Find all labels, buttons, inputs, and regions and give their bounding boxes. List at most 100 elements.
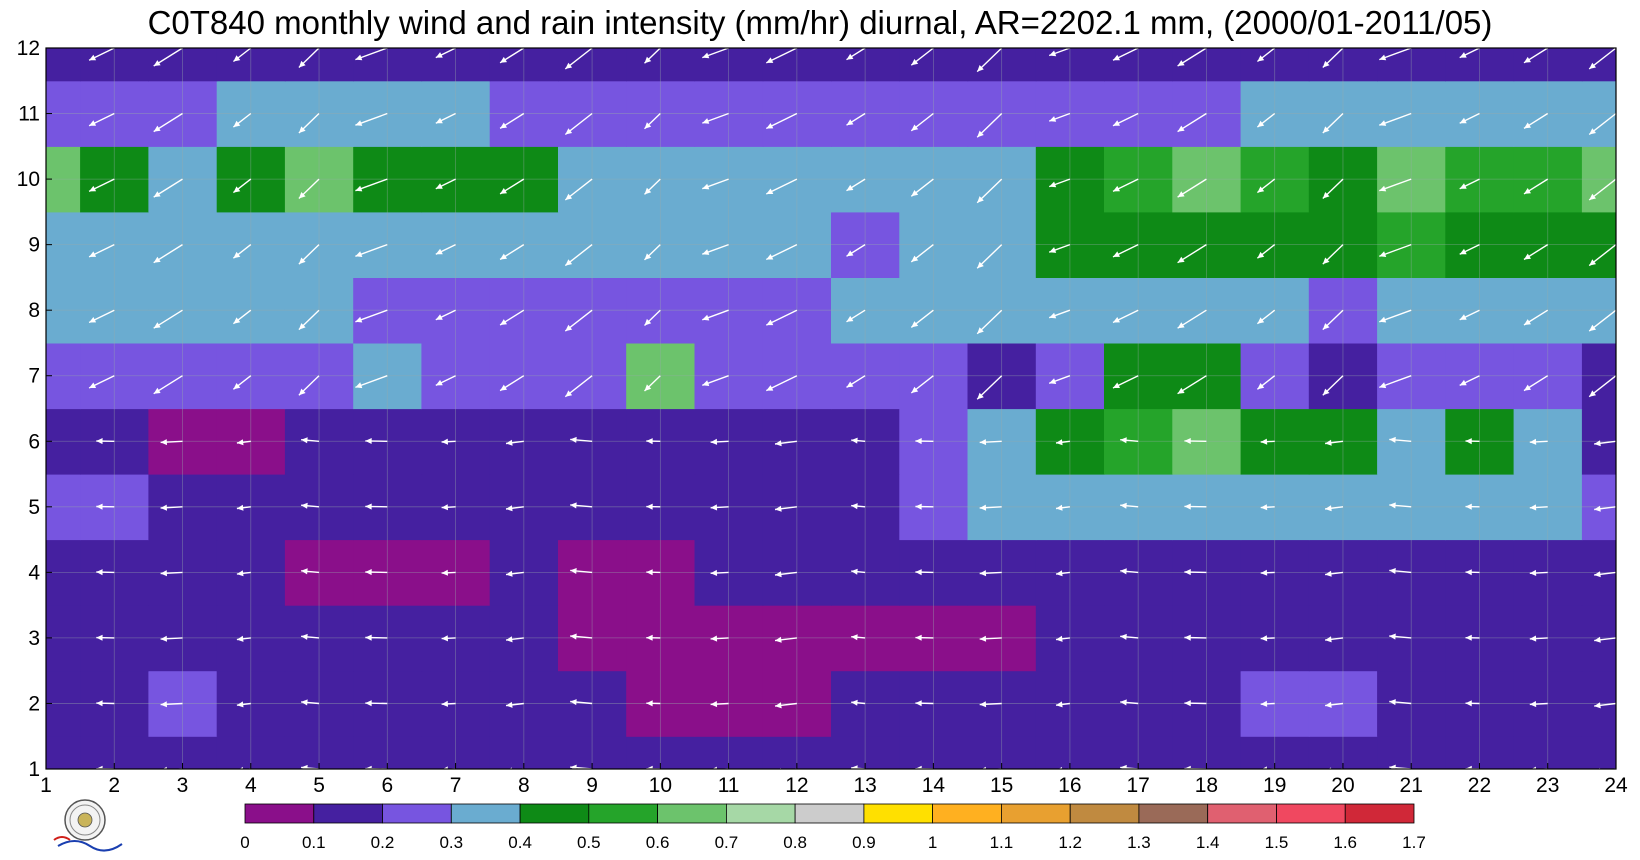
wind-arrow	[1120, 437, 1139, 444]
wind-arrow	[88, 112, 115, 127]
heat-cell	[558, 343, 627, 410]
heat-cell	[1240, 211, 1310, 278]
wind-arrow	[1523, 178, 1549, 195]
heat-cell	[1308, 408, 1378, 475]
heat-cell	[967, 474, 1037, 541]
wind-arrow	[979, 635, 1002, 642]
wind-arrow	[1048, 112, 1071, 122]
wind-arrow	[851, 437, 866, 444]
wind-arrow	[96, 569, 115, 576]
wind-arrow	[702, 375, 729, 386]
heat-cell	[558, 605, 627, 672]
heat-cell	[421, 474, 491, 541]
wind-arrow	[1184, 634, 1207, 641]
heat-cell	[148, 474, 218, 541]
wind-arrow	[32, 503, 47, 510]
heat-cell	[694, 474, 764, 541]
heat-cell	[1035, 474, 1105, 541]
heat-cell	[1104, 48, 1173, 82]
colorbar-label: 0.9	[852, 833, 876, 852]
colorbar-swatch	[1207, 803, 1277, 824]
heat-cell	[1172, 80, 1242, 147]
heat-cell	[1035, 670, 1105, 737]
wind-arrow	[915, 438, 934, 445]
heat-cell	[80, 48, 149, 82]
heat-cell	[353, 474, 423, 541]
heat-cell	[1377, 277, 1446, 344]
colorbar-label: 0.8	[783, 833, 807, 852]
colorbar-swatch	[313, 803, 383, 824]
wind-arrow	[1325, 701, 1344, 708]
wind-arrow	[505, 505, 524, 512]
x-tick-label: 21	[1400, 774, 1423, 797]
wind-arrow	[96, 700, 115, 707]
heat-cell	[1240, 605, 1310, 672]
y-tick-label: 9	[28, 234, 40, 257]
x-axis: 1 2 3 4 5 6 7 8 9 10 11 12 13 14 15 16 17 18 19 20 21 22 23 24	[40, 763, 1628, 797]
wind-arrow	[435, 178, 456, 190]
wind-arrow	[1379, 47, 1412, 61]
colorbar-swatch	[450, 803, 521, 824]
heat-cell	[80, 605, 149, 672]
heat-cell	[626, 343, 696, 410]
wind-arrow	[846, 112, 866, 126]
wind-arrow	[1055, 635, 1070, 642]
wind-arrow	[1379, 178, 1412, 192]
heat-cell	[1308, 539, 1378, 606]
wind-arrow	[710, 438, 729, 445]
heat-cell	[967, 670, 1037, 737]
wind-arrow	[910, 244, 934, 263]
wind-arrow	[153, 112, 183, 133]
chart-title: C0T840 monthly wind and rain intensity (…	[147, 4, 1493, 41]
heat-cell	[148, 277, 218, 344]
heat-cell	[1513, 474, 1583, 541]
wind-arrow	[570, 568, 593, 574]
heat-cell	[80, 408, 149, 475]
heat-cell	[284, 211, 354, 278]
heat-cell	[558, 670, 627, 737]
heat-cell	[967, 605, 1037, 672]
heat-cell	[421, 80, 491, 147]
wind-arrow	[499, 178, 525, 195]
heat-cell	[148, 146, 218, 213]
heat-cell	[80, 80, 149, 147]
wind-arrow	[1260, 700, 1275, 707]
wind-arrow	[702, 309, 729, 321]
heat-cell	[421, 670, 491, 737]
x-tick-label: 3	[177, 774, 189, 797]
heat-cell	[353, 80, 423, 147]
wind-arrow	[1465, 634, 1480, 641]
heat-cell	[1035, 80, 1105, 147]
heat-cell	[1445, 80, 1515, 147]
heat-cell	[1377, 343, 1446, 410]
wind-arrow	[976, 178, 1003, 204]
wind-arrow	[915, 700, 934, 707]
heat-cell	[148, 211, 218, 278]
heat-cell	[899, 539, 969, 606]
wind-arrow	[232, 244, 252, 259]
wind-arrow	[851, 634, 866, 641]
heat-cell	[762, 48, 832, 82]
wind-arrow	[1322, 244, 1344, 265]
heat-cell	[831, 146, 900, 213]
heat-cell	[1377, 146, 1446, 213]
wind-arrow	[153, 47, 183, 67]
wind-arrow	[1322, 309, 1344, 331]
heat-cell	[353, 539, 423, 606]
heat-cell	[762, 343, 832, 410]
heat-cell	[421, 539, 491, 606]
wind-arrow	[32, 634, 47, 641]
wind-arrow	[298, 375, 320, 396]
heat-cell	[1035, 343, 1105, 410]
heat-cell	[558, 211, 627, 278]
wind-arrow	[232, 309, 252, 325]
colorbar-label: 1.4	[1196, 833, 1220, 852]
wind-arrow	[1055, 570, 1070, 577]
wind-arrow	[301, 633, 320, 640]
heat-cell	[694, 277, 764, 344]
heat-cell	[1377, 474, 1446, 541]
heat-cell	[1172, 277, 1242, 344]
heat-cell	[421, 146, 491, 213]
wind-arrow	[774, 571, 797, 578]
wind-arrow	[1588, 178, 1617, 201]
